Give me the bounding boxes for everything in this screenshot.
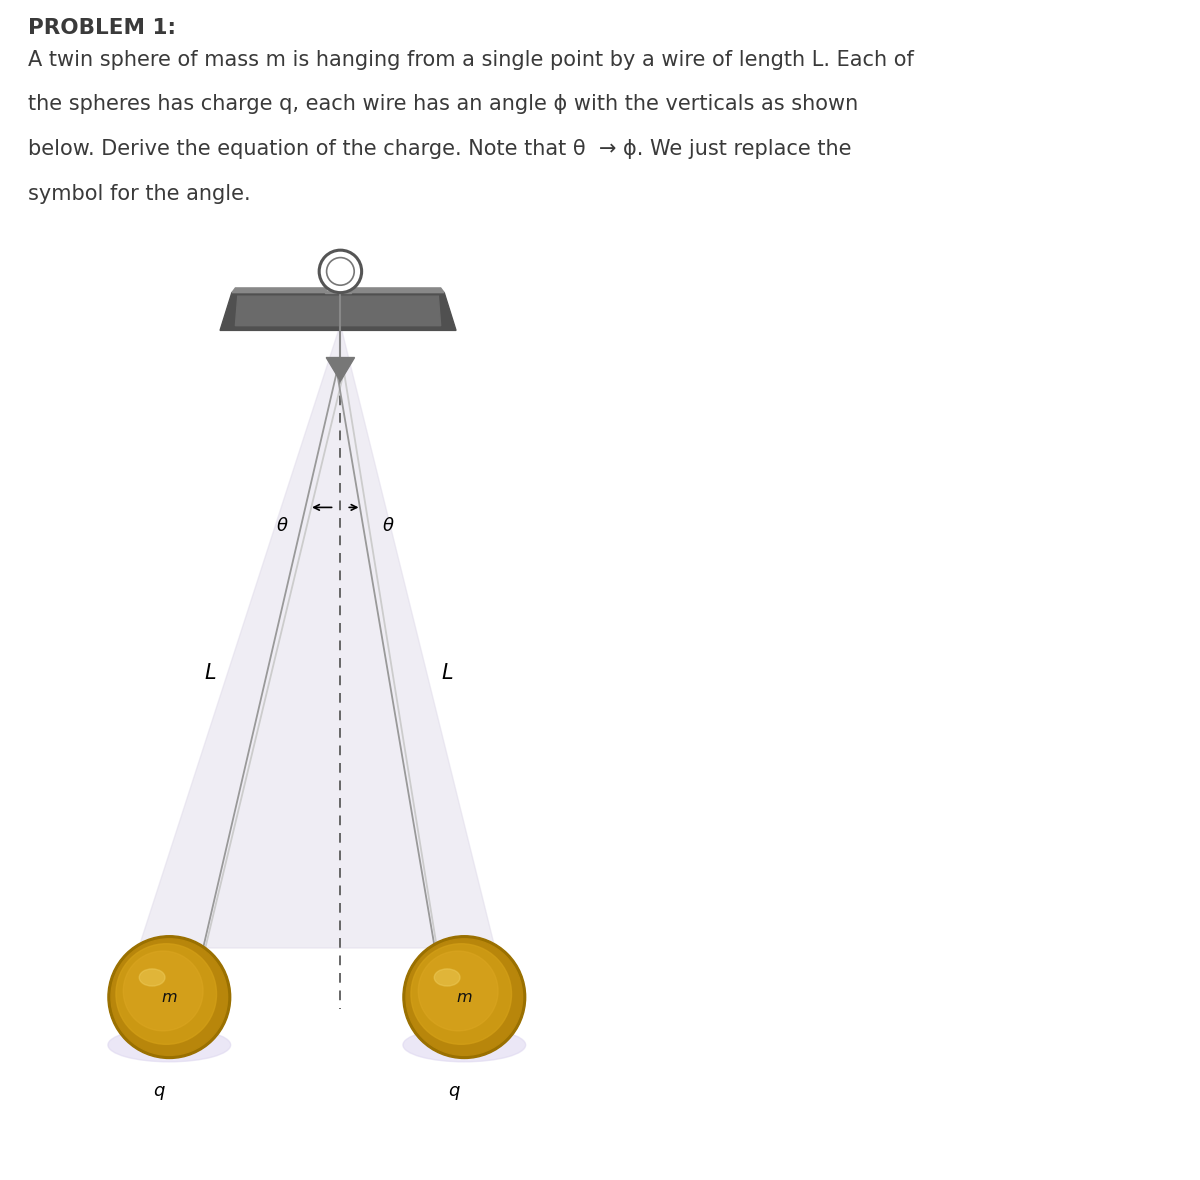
Polygon shape <box>220 293 456 330</box>
Circle shape <box>116 944 216 1044</box>
Circle shape <box>406 939 522 1055</box>
Circle shape <box>124 951 203 1031</box>
Text: the spheres has charge q, each wire has an angle ϕ with the verticals as shown: the spheres has charge q, each wire has … <box>28 94 858 114</box>
Polygon shape <box>139 324 494 948</box>
Circle shape <box>112 939 228 1055</box>
Polygon shape <box>328 274 349 290</box>
Text: A twin sphere of mass m is hanging from a single point by a wire of length L. Ea: A twin sphere of mass m is hanging from … <box>28 50 913 70</box>
Polygon shape <box>235 296 440 326</box>
Text: $q$: $q$ <box>154 1084 167 1102</box>
Text: symbol for the angle.: symbol for the angle. <box>28 184 251 204</box>
Circle shape <box>410 944 511 1044</box>
Polygon shape <box>325 271 352 293</box>
Circle shape <box>319 250 361 293</box>
Text: $L$: $L$ <box>204 663 216 682</box>
Circle shape <box>108 936 230 1058</box>
Text: $L$: $L$ <box>442 663 454 682</box>
Ellipse shape <box>403 1028 526 1062</box>
Polygon shape <box>232 288 444 293</box>
Text: $q$: $q$ <box>449 1084 461 1102</box>
Ellipse shape <box>434 969 460 986</box>
Text: PROBLEM 1:: PROBLEM 1: <box>28 18 175 38</box>
Circle shape <box>403 936 526 1058</box>
Text: below. Derive the equation of the charge. Note that θ  → ϕ. We just replace the: below. Derive the equation of the charge… <box>28 139 851 159</box>
Ellipse shape <box>139 969 166 986</box>
Circle shape <box>326 257 354 286</box>
Text: $\theta$: $\theta$ <box>382 517 395 535</box>
Polygon shape <box>326 358 354 381</box>
Text: $m$: $m$ <box>161 990 178 1004</box>
Text: $\theta$: $\theta$ <box>276 517 288 535</box>
Text: $m$: $m$ <box>456 990 473 1004</box>
Ellipse shape <box>108 1028 230 1062</box>
Circle shape <box>419 951 498 1031</box>
